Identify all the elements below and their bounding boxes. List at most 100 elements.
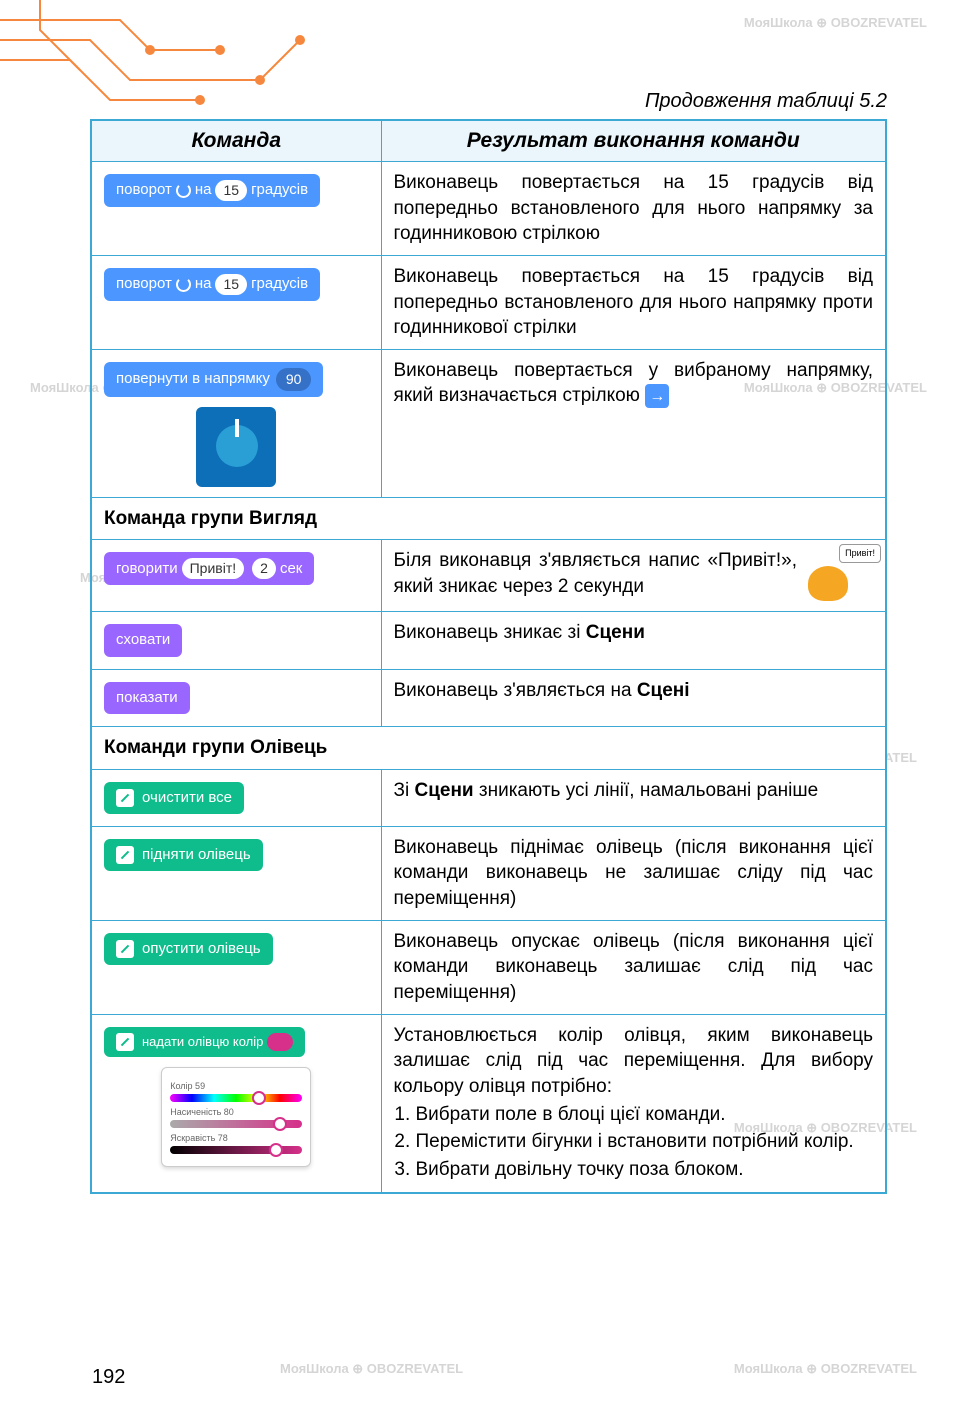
table-row: показати Виконавець з'являється на Сцені	[91, 669, 886, 726]
table-continuation-label: Продовження таблиці 5.2	[90, 90, 887, 113]
step-item: Вибрати поле в блоці цієї команди.	[416, 1102, 874, 1128]
command-cell: надати олівцю колір Колір 59 Насиченість…	[91, 1014, 381, 1193]
block-label: на	[195, 274, 212, 294]
direction-marker-icon	[235, 419, 239, 437]
command-cell: опустити олівець	[91, 920, 381, 1014]
command-cell: підняти олівець	[91, 826, 381, 920]
table-row: сховати Виконавець зникає зі Сцени	[91, 612, 886, 669]
block-label: очистити все	[142, 788, 232, 808]
section-header-looks: Команда групи Вигляд	[91, 497, 886, 540]
stage-bold: Сцени	[414, 780, 473, 801]
result-text: Виконавець зникає зі	[394, 622, 586, 643]
table-row: поворот на 15 градусів Виконавець поверт…	[91, 162, 886, 256]
hide-block: сховати	[104, 624, 182, 656]
block-label: підняти олівець	[142, 845, 251, 865]
result-cell: Виконавець з'являється на Сцені	[381, 669, 886, 726]
pen-icon	[116, 789, 134, 807]
step-item: Перемістити бігунки і встановити потрібн…	[416, 1129, 874, 1155]
table-row: поворот на 15 градусів Виконавець поверт…	[91, 255, 886, 349]
table-row: підняти олівець Виконавець піднімає олів…	[91, 826, 886, 920]
table-row: очистити все Зі Сцени зникають усі лінії…	[91, 769, 886, 826]
show-block: показати	[104, 682, 190, 714]
brightness-label: Яскравість 78	[170, 1132, 302, 1144]
brightness-slider	[170, 1146, 302, 1154]
table-row: надати олівцю колір Колір 59 Насиченість…	[91, 1014, 886, 1193]
slider-thumb-icon	[273, 1117, 287, 1131]
block-label: поворот	[116, 180, 172, 200]
result-cell: Виконавець піднімає олівець (після викон…	[381, 826, 886, 920]
pen-icon	[116, 846, 134, 864]
result-cell: Виконавець зникає зі Сцени	[381, 612, 886, 669]
block-label: повернути в напрямку	[116, 369, 270, 389]
turn-cw-block: поворот на 15 градусів	[104, 174, 320, 207]
command-cell: показати	[91, 669, 381, 726]
section-row: Команда групи Вигляд	[91, 497, 886, 540]
result-cell: Зі Сцени зникають усі лінії, намальовані…	[381, 769, 886, 826]
turn-ccw-block: поворот на 15 градусів	[104, 268, 320, 301]
point-direction-block: повернути в напрямку 90	[104, 362, 323, 397]
header-result: Результат виконання команди	[381, 120, 886, 162]
command-cell: поворот на 15 градусів	[91, 255, 381, 349]
stage-bold: Сцени	[586, 622, 645, 643]
saturation-slider	[170, 1120, 302, 1128]
block-label: говорити	[116, 559, 178, 579]
hue-label: Колір 59	[170, 1080, 302, 1092]
block-msg: Привіт!	[182, 558, 245, 579]
table-header-row: Команда Результат виконання команди	[91, 120, 886, 162]
command-cell: говорити Привіт! 2 сек	[91, 540, 381, 612]
block-label: градусів	[251, 274, 308, 294]
steps-list: Вибрати поле в блоці цієї команди. Перем…	[394, 1102, 874, 1183]
block-value: 90	[276, 368, 312, 391]
result-text: зникають усі лінії, намальовані раніше	[474, 780, 819, 801]
clear-block: очистити все	[104, 782, 244, 814]
watermark: МояШкола ⊕ OBOZREVATEL	[280, 1361, 463, 1377]
pen-icon	[116, 1033, 134, 1051]
color-picker-panel: Колір 59 Насиченість 80 Яскравість 78	[161, 1067, 311, 1167]
result-text: Виконавець з'являється на	[394, 680, 637, 701]
pen-down-block: опустити олівець	[104, 933, 273, 965]
rotate-ccw-icon	[176, 277, 191, 292]
slider-thumb-icon	[269, 1143, 283, 1157]
result-cell: Установлюється колір олівця, яким викона…	[381, 1014, 886, 1193]
page-number: 192	[92, 1366, 125, 1389]
color-swatch-icon	[267, 1033, 293, 1051]
block-label: надати олівцю колір	[142, 1033, 263, 1051]
block-label: градусів	[251, 180, 308, 200]
block-value: 15	[215, 180, 247, 201]
result-text: Виконавець повертається у вибраному напр…	[394, 360, 874, 407]
hue-slider	[170, 1094, 302, 1102]
result-cell: Виконавець повертається у вибраному напр…	[381, 349, 886, 497]
block-label: сек	[280, 559, 302, 579]
result-cell: Привіт! Біля виконавця з'являється напис…	[381, 540, 886, 612]
pen-color-block: надати олівцю колір	[104, 1027, 305, 1057]
section-row: Команди групи Олівець	[91, 726, 886, 769]
arrow-right-icon: →	[645, 384, 669, 408]
pen-icon	[116, 940, 134, 958]
table-row: говорити Привіт! 2 сек Привіт! Біля вико…	[91, 540, 886, 612]
direction-picker	[196, 407, 276, 487]
command-cell: повернути в напрямку 90	[91, 349, 381, 497]
result-cell: Виконавець повертається на 15 градусів в…	[381, 162, 886, 256]
command-cell: сховати	[91, 612, 381, 669]
result-text: Біля виконавця з'являється напис «Привіт…	[394, 550, 798, 597]
command-cell: очистити все	[91, 769, 381, 826]
page-container: Продовження таблиці 5.2 Команда Результа…	[0, 0, 957, 1234]
block-label: на	[195, 180, 212, 200]
scratch-cat-icon: Привіт!	[803, 548, 873, 603]
say-block: говорити Привіт! 2 сек	[104, 552, 314, 585]
header-command: Команда	[91, 120, 381, 162]
block-label: опустити олівець	[142, 939, 261, 959]
table-row: опустити олівець Виконавець опускає олів…	[91, 920, 886, 1014]
section-header-pen: Команди групи Олівець	[91, 726, 886, 769]
commands-table: Команда Результат виконання команди пово…	[90, 119, 887, 1194]
block-value: 15	[215, 274, 247, 295]
command-cell: поворот на 15 градусів	[91, 162, 381, 256]
stage-bold: Сцені	[637, 680, 690, 701]
pen-up-block: підняти олівець	[104, 839, 263, 871]
watermark: МояШкола ⊕ OBOZREVATEL	[734, 1361, 917, 1377]
result-text: Зі	[394, 780, 415, 801]
step-item: Вибрати довільну точку поза блоком.	[416, 1157, 874, 1183]
result-cell: Виконавець повертається на 15 градусів в…	[381, 255, 886, 349]
speech-bubble: Привіт!	[839, 544, 881, 562]
rotate-cw-icon	[176, 183, 191, 198]
